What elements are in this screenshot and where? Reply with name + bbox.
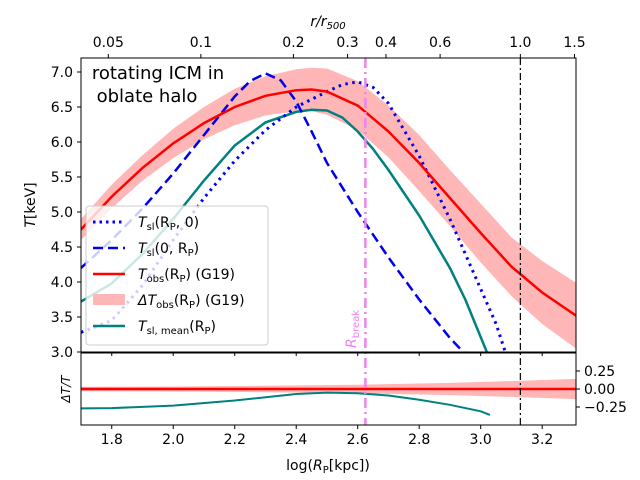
x-tick-label: 2.2 [224, 432, 246, 448]
series-line-t-sl-0rp [81, 72, 466, 352]
top-tick-label: 0.4 [375, 35, 397, 51]
ticks: 1.8 2.0 2.2 2.4 2.6 2.8 3.0 3.2 3.0 3.5 4.0 4.5 5.0 5… [51, 35, 627, 448]
top-tick-label: 0.3 [336, 35, 358, 51]
legend-entry-t-sl-rp0: Tsl(RP, 0) [93, 215, 199, 233]
x-tick-label: 2.6 [347, 432, 369, 448]
legend-label-t-sl-mean: Tsl, mean(RP) [138, 319, 216, 337]
legend-swatch-dt-obs [93, 294, 125, 305]
legend-box [85, 205, 269, 346]
legend-label-t-sl-rp0: Tsl(RP, 0) [138, 215, 199, 233]
y-axis-label: T[keV] [23, 182, 39, 227]
legend-entry-t-obs: Tobs(RP) (G19) [93, 267, 235, 285]
y-tick-label-bottom: 0.25 [584, 364, 615, 380]
y-tick-label-bottom: −0.25 [584, 400, 627, 416]
reference-lines [364, 58, 521, 425]
y-tick-label: 5.0 [51, 205, 73, 221]
series-line-t-obs [81, 88, 576, 317]
residual-line-t-sl-mean [81, 391, 491, 416]
y-axis-label-bottom: ΔT/T [59, 374, 73, 404]
top-tick-label: 1.5 [563, 35, 585, 51]
y-tick-label: 6.5 [51, 100, 73, 116]
legend-label-t-obs: Tobs(RP) (G19) [138, 267, 235, 285]
y-tick-label: 6.0 [51, 135, 73, 151]
x-tick-label: 1.8 [101, 432, 123, 448]
y-tick-label: 5.5 [51, 170, 73, 186]
band-dt-obs [81, 67, 576, 349]
legend-entry-dt-obs: ΔTobs(RP) (G19) [93, 293, 245, 311]
top-tick-label: 1.0 [509, 35, 531, 51]
legend-label-t-sl-0rp: Tsl(0, RP) [138, 241, 199, 259]
top-tick-label: 0.05 [93, 35, 124, 51]
annotation-line-1: rotating ICM in [92, 63, 224, 84]
top-axis-label: r/r500 [310, 14, 345, 32]
legend-entry-t-sl-0rp: Tsl(0, RP) [93, 241, 199, 259]
top-tick-label: 0.1 [190, 35, 212, 51]
y-tick-label: 4.0 [51, 275, 73, 291]
y-tick-label: 7.0 [51, 65, 73, 81]
y-tick-label: 4.5 [51, 240, 73, 256]
annotation-line-2: oblate halo [97, 86, 198, 107]
top-tick-label: 0.2 [282, 35, 304, 51]
x-tick-label: 2.8 [408, 432, 430, 448]
top-tick-label: 0.6 [429, 35, 451, 51]
y-tick-label-bottom: 0.00 [584, 382, 615, 398]
x-tick-label: 2.0 [162, 432, 184, 448]
legend-label-dt-obs: ΔTobs(RP) (G19) [137, 293, 245, 311]
y-tick-label: 3.5 [51, 310, 73, 326]
legend: Tsl(RP, 0) Tsl(0, RP) Tobs(RP) (G19) ΔTo… [85, 205, 269, 346]
x-tick-label: 3.0 [470, 432, 492, 448]
y-tick-label: 3.0 [51, 345, 73, 361]
residual-group [81, 378, 576, 416]
x-axis-label: log(RP[kpc]) [286, 458, 370, 476]
top-plot-frame [80, 57, 577, 353]
rbreak-label: Rbreak [344, 310, 362, 348]
x-tick-label: 3.2 [531, 432, 553, 448]
uncertainty-band [81, 67, 576, 349]
x-tick-label: 2.4 [285, 432, 307, 448]
legend-entry-t-sl-mean: Tsl, mean(RP) [93, 319, 216, 337]
